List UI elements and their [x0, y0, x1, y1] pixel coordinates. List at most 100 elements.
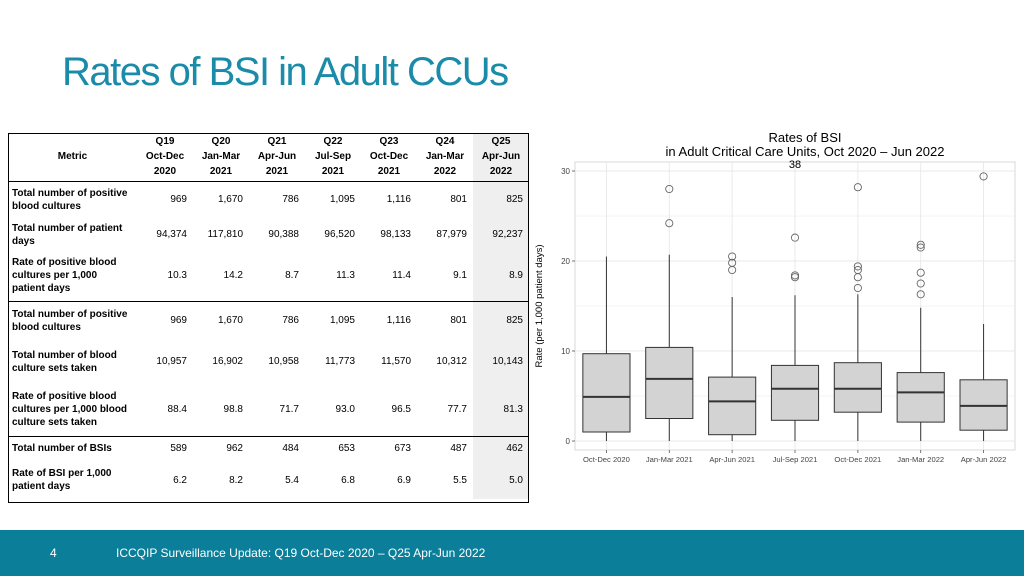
quarter-header-q: Q25	[491, 136, 511, 148]
quarter-header-year: 2021	[377, 166, 401, 178]
slide-title: Rates of BSI in Adult CCUs	[62, 50, 509, 94]
table-row: Total number of BSIs 589 962 484 653 673 487 46…	[8, 435, 529, 461]
table-cell: 6.9	[397, 474, 411, 486]
outlier-point	[790, 273, 800, 282]
quarter-header: Q20 Jan-Mar 2021	[193, 133, 249, 182]
metric-label: Total number of positive blood cultures	[8, 181, 137, 218]
quarter-header-year: 2021	[209, 166, 233, 178]
outlier-point	[665, 184, 674, 194]
metric-label-line: Total number of positive	[12, 308, 128, 320]
outlier-point	[979, 172, 988, 181]
table-cell: 117,810	[207, 229, 243, 240]
table-cell: 93.0	[335, 403, 355, 415]
table-cell: 1,095	[305, 300, 361, 340]
x-tick-label: Apr-Jun 2021	[709, 455, 755, 464]
page-number: 4	[50, 546, 57, 560]
table-cell: 9.1	[453, 270, 467, 282]
table-cell: 5.5	[453, 474, 467, 486]
table-row: Rate of positive blood cultures per 1,000…	[8, 251, 529, 301]
table-cell: 801	[450, 194, 467, 206]
table-cell: 6.8	[341, 474, 355, 486]
metric-label-line: Rate of positive blood	[12, 257, 117, 269]
y-tick-label: 20	[561, 257, 570, 266]
table-cell: 484	[249, 435, 305, 461]
table-cell: 11.3	[336, 270, 355, 282]
table-cell: 1,670	[193, 300, 249, 340]
box	[770, 364, 820, 421]
quarter-header-q: Q23	[379, 136, 399, 148]
table-cell: 98.8	[223, 403, 243, 415]
table-cell: 1,095	[329, 194, 355, 206]
quarter-header-q: Q19	[155, 136, 175, 148]
table-cell: 962	[193, 435, 249, 461]
x-tick-label: Apr-Jun 2022	[961, 455, 1007, 464]
quarter-header: Q21 Apr-Jun 2021	[249, 133, 305, 182]
quarter-header-period: Jan-Mar	[425, 151, 465, 163]
box	[896, 372, 945, 423]
table-row: Total number of patient days 94,374 117,810…	[8, 218, 529, 251]
x-tick-label: Oct-Dec 2021	[834, 455, 881, 464]
outlier-point	[916, 240, 925, 249]
table-cell: 801	[417, 300, 473, 340]
quarter-header-period: Jul-Sep	[314, 151, 352, 163]
quarter-header-year: 2021	[321, 166, 345, 178]
metric-label: Rate of positive blood cultures per 1,000…	[8, 251, 137, 301]
quarter-header-q: Q22	[323, 136, 343, 148]
x-tick-label: Jul-Sep 2021	[773, 455, 818, 464]
metric-label: Total number of patient days	[8, 218, 137, 251]
table-cell: 786	[282, 194, 299, 206]
metric-label-line: Rate of positive blood	[12, 390, 117, 402]
table-cell: 1,116	[386, 194, 411, 206]
table-cell: 16,902	[212, 356, 243, 367]
metric-label-line: Total number of blood	[12, 349, 117, 361]
table-cell: 90,388	[268, 229, 299, 240]
outlier-point	[790, 233, 800, 242]
table-cell: 825	[473, 181, 529, 218]
quarter-header-year: 2022	[433, 166, 457, 178]
footer-text: ICCQIP Surveillance Update: Q19 Oct-Dec …	[116, 546, 486, 560]
quarter-header-period: Oct-Dec	[369, 151, 409, 163]
table-cell: 8.2	[229, 474, 243, 486]
table-cell: 10.3	[167, 270, 187, 282]
box	[582, 353, 631, 433]
table-cell: 5.0	[473, 461, 529, 499]
table-cell: 589	[137, 435, 193, 461]
table-cell: 10,957	[156, 356, 187, 367]
quarter-header: Q25 Apr-Jun 2022	[473, 133, 529, 182]
metric-label-line: cultures per 1,000	[12, 270, 98, 282]
metric-label-line: patient days	[12, 283, 71, 295]
outlier-point	[916, 290, 925, 299]
outlier-point	[853, 273, 862, 282]
outlier-point	[916, 279, 925, 288]
table-body: Total number of positive blood cultures 96…	[8, 181, 529, 499]
metric-label-line: Rate of BSI per 1,000	[12, 468, 112, 479]
metric-label: Rate of BSI per 1,000 patient days	[8, 461, 137, 499]
chart-subtitle: in Adult Critical Care Units, Oct 2020 –…	[666, 144, 945, 159]
table-cell: 1,670	[217, 194, 243, 206]
table-cell: 653	[305, 435, 361, 461]
box	[645, 346, 694, 419]
footer-bar: 4 ICCQIP Surveillance Update: Q19 Oct-De…	[0, 530, 1024, 576]
metric-label-line: cultures per 1,000 blood	[12, 403, 128, 415]
table-row: Rate of BSI per 1,000 patient days 6.2 8.2 5…	[8, 461, 529, 499]
metric-label: Rate of positive blood cultures per 1,000…	[8, 383, 137, 436]
y-tick-label: 30	[561, 167, 570, 176]
quarter-header-year: 2020	[153, 166, 177, 178]
table-cell: 487	[417, 435, 473, 461]
metric-label-line: Total number of patient	[12, 222, 123, 234]
metric-header: Metric	[8, 133, 137, 182]
metric-label-line: Total number of BSIs	[12, 443, 112, 455]
table-cell: 92,237	[473, 218, 529, 251]
table-cell: 5.4	[285, 474, 299, 486]
table-cell: 94,374	[156, 229, 187, 240]
metric-label-line: culture sets taken	[12, 362, 98, 374]
table-cell: 11.4	[392, 270, 411, 282]
quarter-header-year: 2021	[265, 166, 289, 178]
metric-label: Total number of blood culture sets taken	[8, 340, 137, 383]
quarter-header-q: Q21	[267, 136, 287, 148]
table-cell: 8.7	[285, 270, 299, 282]
table-cell: 96.5	[391, 403, 411, 415]
outlier-point	[665, 219, 674, 228]
table-cell: 969	[170, 194, 187, 206]
metrics-table-container: Metric Q19 Oct-Dec 2020 Q20 Jan-Mar 2021 Q21 Ap…	[8, 133, 529, 503]
